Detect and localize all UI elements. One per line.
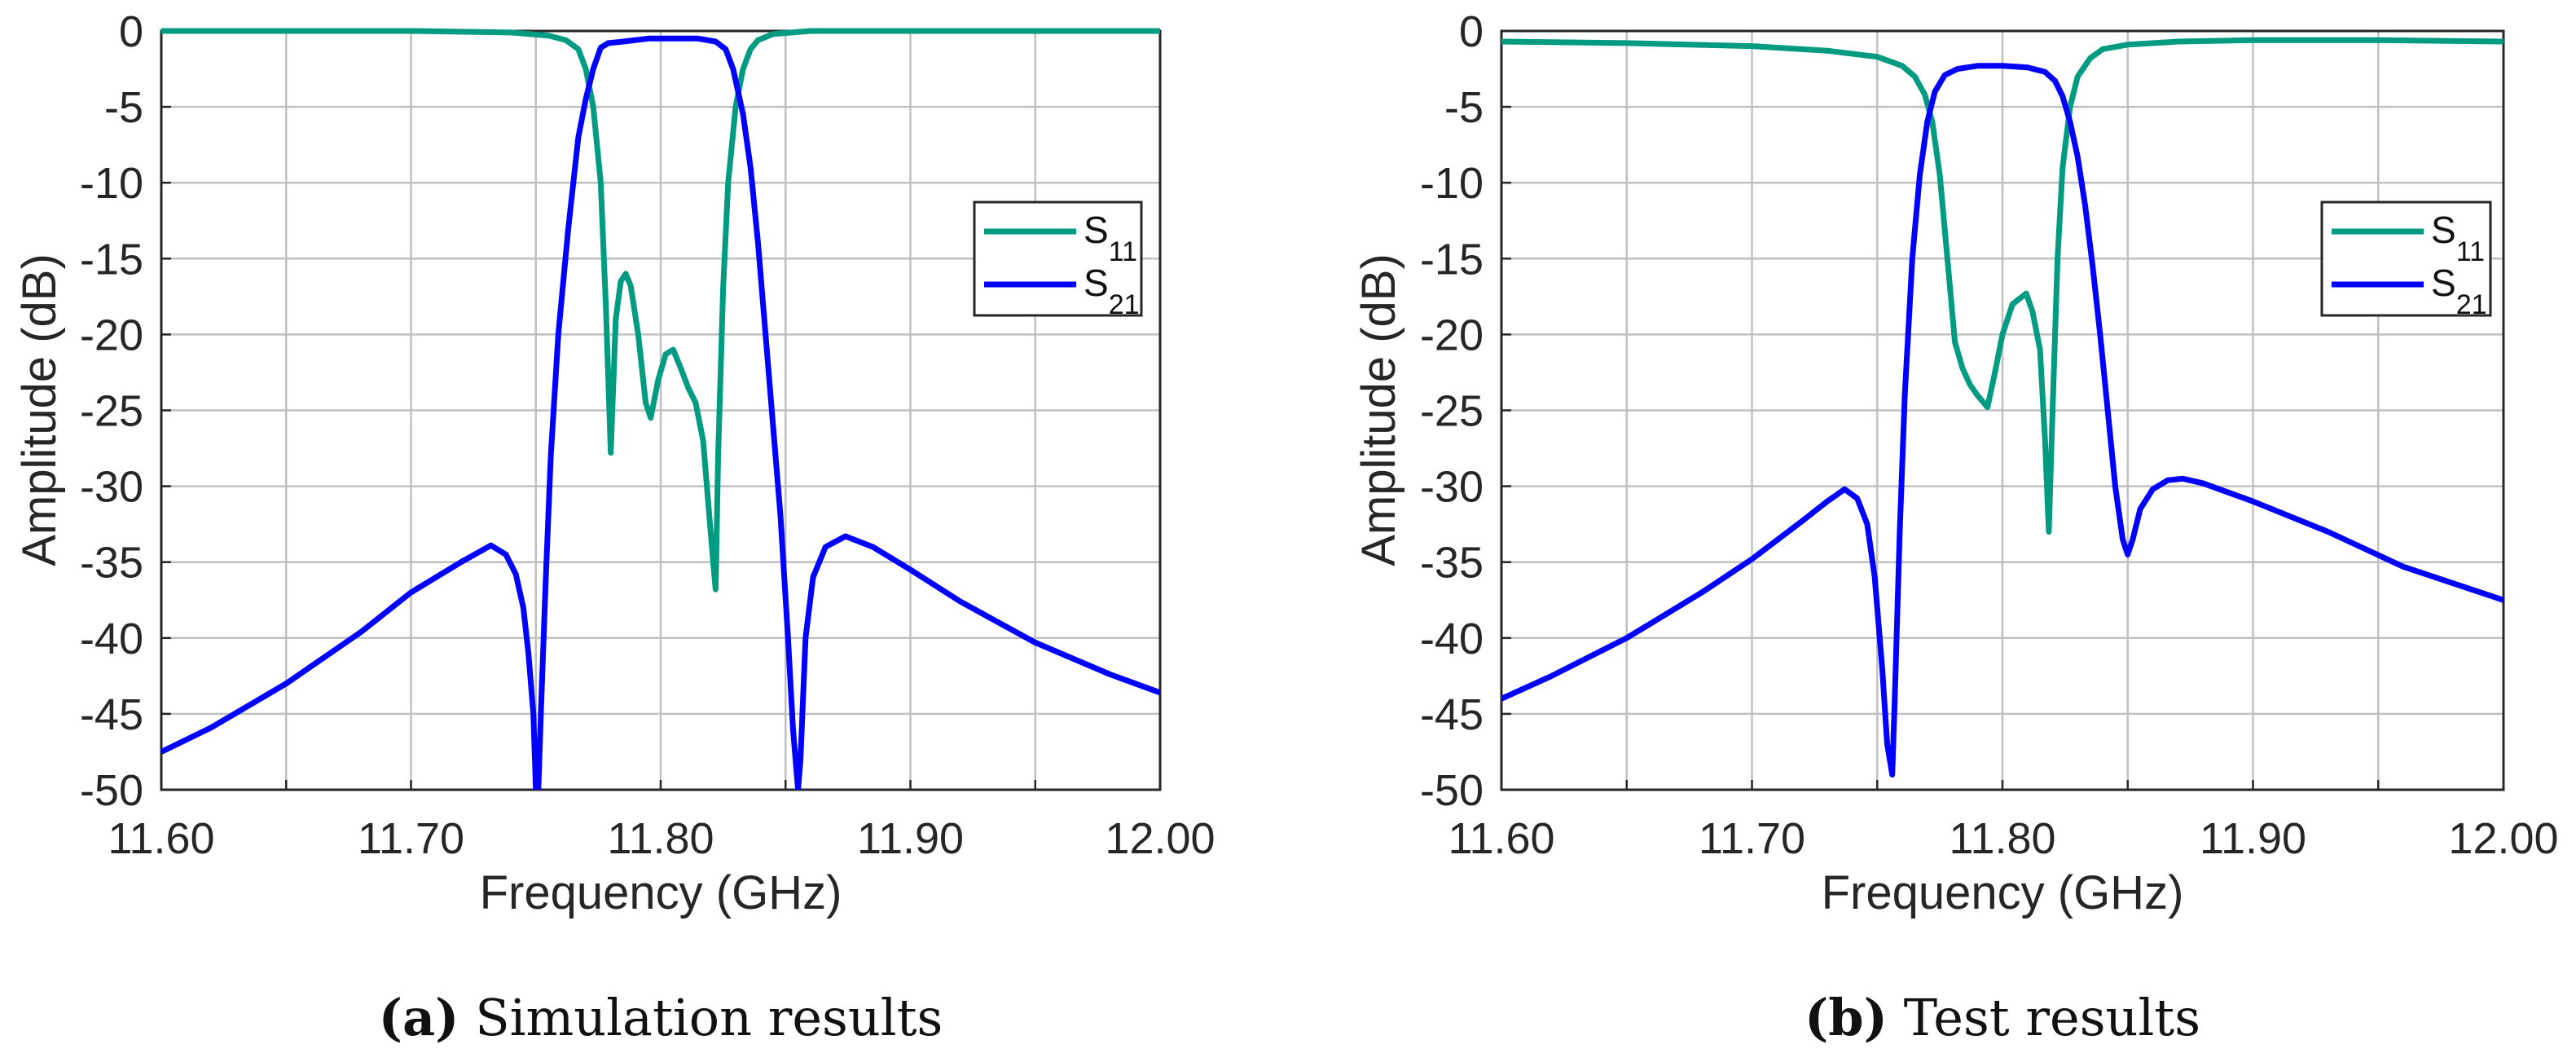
y-tick-label: -30 [80, 463, 143, 512]
legend-label-s11: S11 [2431, 209, 2485, 267]
y-tick-label: -5 [1444, 83, 1484, 132]
x-axis-label: Frequency (GHz) [480, 866, 842, 919]
legend-label-s11: S11 [1084, 209, 1137, 267]
caption: (a) Simulation results [379, 988, 943, 1047]
legend-label-s21: S21 [1084, 262, 1140, 320]
y-tick-label: -45 [80, 690, 143, 739]
series-line-s21 [1501, 63, 2503, 778]
caption-letter: (b) [1805, 988, 1888, 1047]
y-axis-label: Amplitude (dB) [13, 253, 66, 566]
caption: (b) Test results [1805, 988, 2200, 1047]
x-tick-label: 11.90 [857, 814, 964, 863]
x-tick-label: 11.90 [2200, 814, 2306, 863]
y-tick-label: -20 [1420, 311, 1484, 359]
chart-panel-simulation: Amplitude (dB) Frequency (GHz) (a) Simul… [13, 7, 1215, 1047]
y-tick-label: -50 [80, 766, 143, 815]
y-tick-label: -25 [1420, 387, 1484, 436]
y-tick-label: -35 [1420, 539, 1484, 588]
x-tick-label: 12.00 [1105, 814, 1215, 863]
series-line-s21 [161, 35, 1160, 790]
y-tick-label: 0 [1459, 7, 1484, 56]
axes-box [160, 29, 1162, 791]
y-tick-label: -50 [1420, 766, 1484, 815]
y-tick-label: -40 [1420, 615, 1484, 663]
series-line-s11 [1501, 37, 2503, 535]
y-tick-label: -40 [80, 615, 143, 663]
x-tick-label: 11.60 [108, 814, 214, 863]
caption-letter: (a) [379, 988, 459, 1047]
y-tick-label: -10 [1420, 159, 1484, 208]
y-tick-label: -15 [1420, 235, 1484, 284]
y-tick-label: -45 [1420, 690, 1484, 739]
x-tick-label: 11.70 [1699, 814, 1805, 863]
y-axis-label: Amplitude (dB) [1352, 253, 1405, 566]
y-tick-label: -35 [80, 539, 143, 588]
x-tick-label: 11.80 [607, 814, 714, 863]
x-tick-label: 11.70 [358, 814, 464, 863]
legend-label-s21: S21 [2431, 262, 2487, 320]
axes-box [1500, 29, 2505, 791]
grid [160, 29, 1162, 791]
y-tick-label: -30 [1420, 463, 1484, 512]
chart-panel-test: Amplitude (dB) Frequency (GHz) (b) Test … [1352, 7, 2559, 1047]
y-tick-label: -25 [80, 387, 143, 436]
grid [1500, 29, 2505, 791]
caption-text: Test results [1888, 988, 2200, 1047]
legend-box [2320, 200, 2492, 317]
y-tick-label: -15 [80, 235, 143, 284]
caption-text: Simulation results [459, 988, 943, 1047]
legend-box [973, 200, 1143, 317]
x-tick-label: 12.00 [2448, 814, 2558, 863]
x-axis-label: Frequency (GHz) [1822, 866, 2184, 919]
y-tick-label: -20 [80, 311, 143, 359]
series-line-s11 [161, 28, 1160, 593]
y-tick-label: -5 [104, 83, 143, 132]
y-tick-label: 0 [119, 7, 143, 56]
x-tick-label: 11.60 [1448, 814, 1554, 863]
y-tick-label: -10 [80, 159, 143, 208]
x-tick-label: 11.80 [1949, 814, 2055, 863]
